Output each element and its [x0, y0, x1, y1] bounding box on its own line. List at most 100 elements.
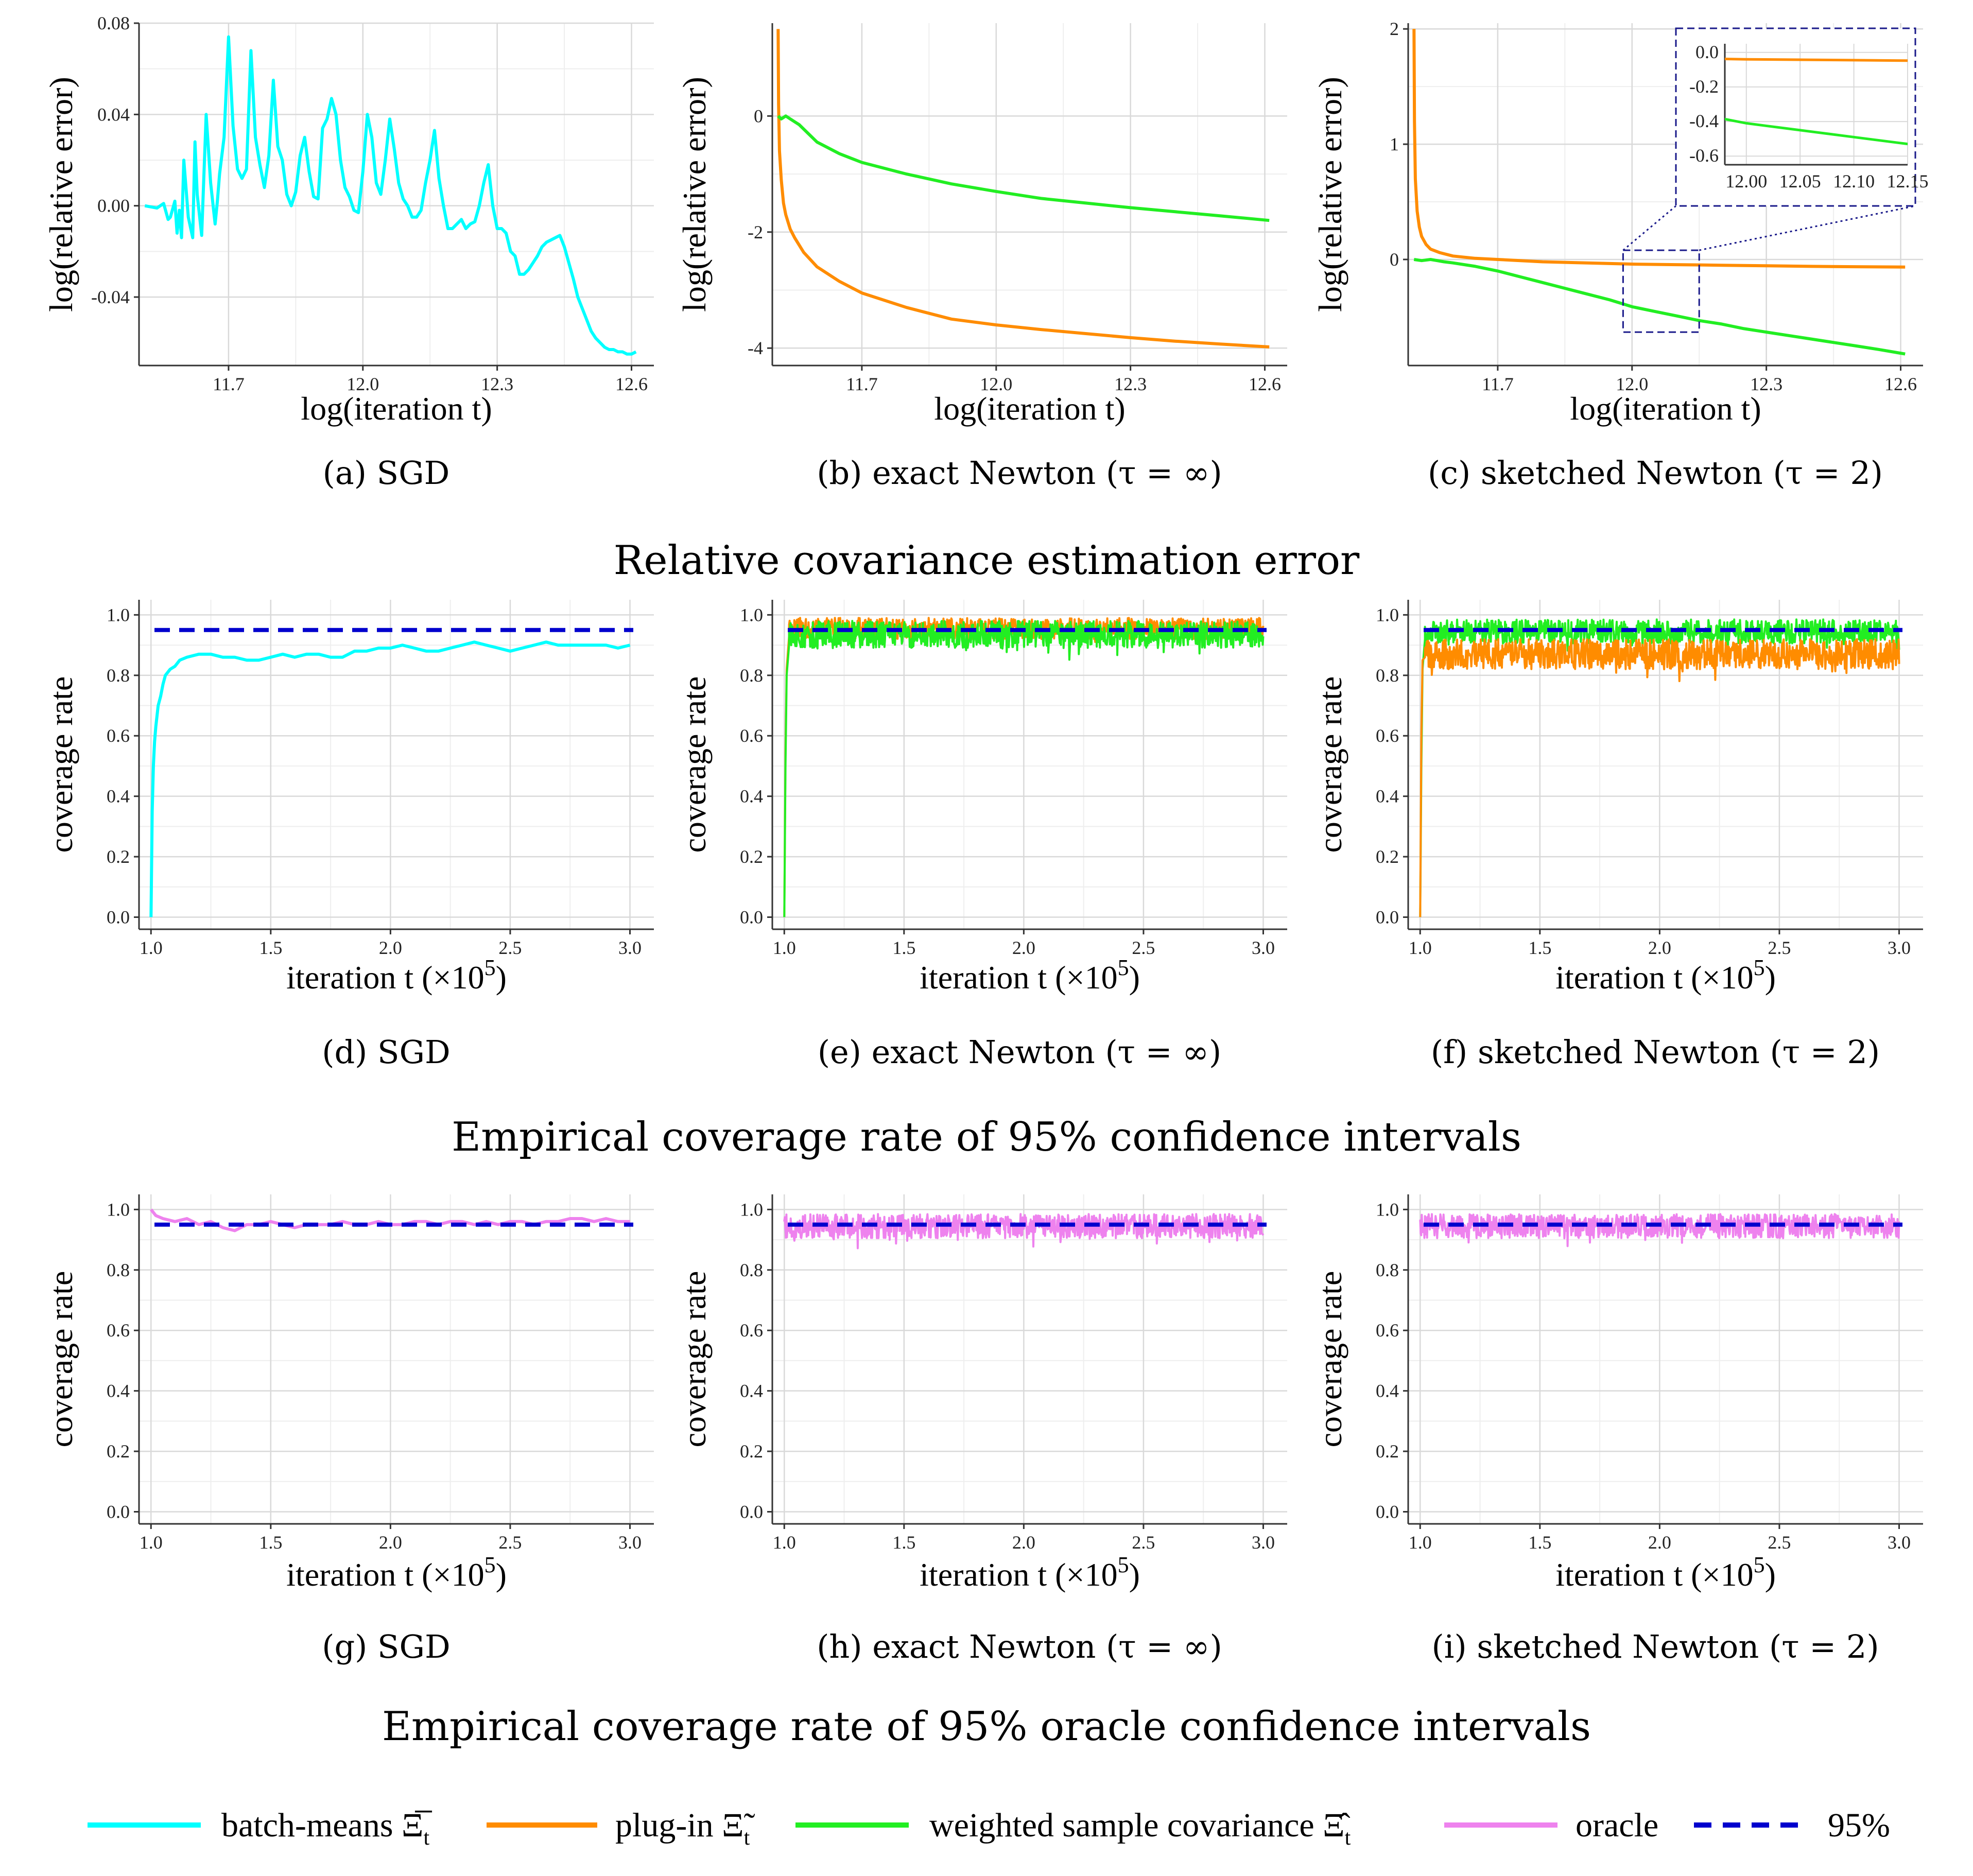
- zoom-connector: [1622, 205, 1676, 251]
- x-tick-label: 1.0: [773, 937, 796, 958]
- series-group: [1412, 29, 1906, 356]
- legend-item-ref95: 95%: [1694, 1806, 1890, 1844]
- y-tick-label: 0.0: [740, 907, 763, 928]
- inset: -0.6 -0.4 -0.2 0.0 12.00 12.05 12.10 12.15: [1622, 27, 1929, 251]
- x-axis-label: iteration t (×105): [286, 1552, 507, 1593]
- row-title-1: Relative covariance estimation error: [614, 537, 1360, 584]
- y-tick-label: 0.2: [1376, 1441, 1399, 1462]
- inset-series-group: [1725, 58, 1908, 146]
- y-tick-label: 0.2: [740, 1441, 763, 1462]
- y-tick-label: 0.8: [1376, 1260, 1399, 1280]
- row-title-2: Empirical coverage rate of 95% confidenc…: [452, 1114, 1521, 1160]
- legend-item-plug_in: plug-in Ξ̃t: [487, 1806, 755, 1850]
- series-line-weighted: [777, 114, 1270, 222]
- y-tick-label: 0.4: [1376, 1381, 1399, 1401]
- panel-b: -4 -2 0 11.7 12.0 12.3 12.6 log(iteration t) log…: [676, 23, 1287, 492]
- x-axis-label: iteration t (×105): [286, 955, 507, 996]
- panel-i: 0.0 0.2 0.4 0.6 0.8 1.0 1.0 1.5 2.0 2.5 3.0 iterati…: [1312, 1194, 1923, 1665]
- legend-label-oracle: oracle: [1576, 1806, 1658, 1844]
- x-axis-label: iteration t (×105): [920, 1552, 1140, 1593]
- x-tick-label: 3.0: [1252, 1532, 1275, 1553]
- x-axis-label-close: ): [1765, 1556, 1776, 1593]
- x-axis-label: log(iteration t): [934, 390, 1125, 427]
- panel-e: 0.0 0.2 0.4 0.6 0.8 1.0 1.0 1.5 2.0 2.5 3.0 iterati…: [676, 600, 1287, 1071]
- y-tick-label: 0.04: [97, 104, 130, 125]
- x-tick-label: 1.5: [892, 1532, 915, 1553]
- x-tick-label: 1.5: [259, 1532, 282, 1553]
- y-tick-label: 0.2: [107, 846, 130, 867]
- legend-item-weighted: weighted sample covariance Ξ̂t: [795, 1806, 1351, 1850]
- y-axis-label: coverage rate: [43, 1271, 79, 1448]
- gridlines: [139, 600, 654, 929]
- x-tick-label: 2.5: [1768, 1532, 1791, 1553]
- x-axis-label-close: ): [1129, 1556, 1140, 1593]
- x-tick-label: 2.0: [1648, 1532, 1671, 1553]
- panel-caption: (d) SGD: [322, 1033, 450, 1071]
- y-tick-label: 2: [1390, 19, 1399, 39]
- gridlines: [772, 23, 1287, 366]
- x-axis-label-close: ): [1129, 959, 1140, 996]
- panel-caption: (f) sketched Newton (τ = 2): [1431, 1033, 1880, 1071]
- x-tick-label: 11.7: [846, 374, 878, 394]
- x-tick-label: 1.5: [259, 937, 282, 958]
- x-tick-label: 3.0: [618, 1532, 642, 1553]
- y-tick-label: 0: [1390, 249, 1399, 270]
- legend-label-subscript: t: [423, 1826, 429, 1850]
- panel-c: 0 1 2 11.7 12.0 12.3 12.6 log(iteration t) log(r…: [1312, 19, 1929, 492]
- x-tick-label: 1.5: [1528, 937, 1551, 958]
- y-tick-label: 0.4: [107, 1381, 130, 1401]
- legend: batch-means Ξ̅t plug-in Ξ̃t weighted sampl…: [88, 1806, 1890, 1850]
- x-tick-label: 1.0: [1409, 1532, 1432, 1553]
- y-axis-label: log(relative error): [1312, 77, 1348, 312]
- y-tick-label: 0.8: [1376, 665, 1399, 686]
- legend-item-oracle: oracle: [1444, 1806, 1658, 1844]
- series-group: [149, 640, 631, 917]
- x-axis-label-exponent: 5: [484, 1552, 496, 1577]
- x-tick-label: 12.6: [1249, 374, 1281, 394]
- inset-y-tick-label: 0.0: [1695, 42, 1719, 62]
- y-tick-label: 0.6: [107, 725, 130, 746]
- y-tick-label: 1.0: [740, 1199, 763, 1220]
- inset-x-tick-label: 12.10: [1833, 171, 1875, 192]
- x-tick-label: 2.0: [379, 1532, 402, 1553]
- y-tick-label: 0.0: [107, 907, 130, 928]
- y-tick-label: 0.00: [97, 196, 130, 216]
- legend-label-text: 95%: [1828, 1806, 1890, 1844]
- gridlines: [772, 600, 1287, 929]
- x-tick-label: 2.5: [1768, 937, 1791, 958]
- y-tick-label: 1.0: [107, 604, 130, 625]
- legend-label-weighted: weighted sample covariance Ξ̂t: [929, 1806, 1351, 1850]
- y-axis-label: log(relative error): [676, 77, 713, 312]
- y-axis-label: coverage rate: [1312, 1271, 1348, 1448]
- y-tick-label: 1.0: [107, 1199, 130, 1220]
- y-tick-label: 0.8: [740, 1260, 763, 1280]
- y-axis-label: log(relative error): [43, 77, 79, 312]
- series-group: [144, 35, 637, 356]
- y-tick-label: 0.08: [97, 13, 130, 33]
- x-axis-label-close: ): [1765, 959, 1776, 996]
- x-tick-label: 12.0: [1616, 374, 1648, 394]
- gridlines: [1408, 1194, 1923, 1524]
- y-tick-label: 0.8: [107, 1260, 130, 1280]
- zoom-box: [1622, 249, 1700, 333]
- y-tick-label: 1.0: [740, 604, 763, 625]
- y-tick-label: 0.0: [740, 1502, 763, 1522]
- legend-item-batch_means: batch-means Ξ̅t: [88, 1806, 432, 1850]
- x-tick-label: 1.5: [892, 937, 915, 958]
- y-tick-label: 0.4: [1376, 786, 1399, 807]
- x-tick-label: 2.0: [379, 937, 402, 958]
- row-title-3: Empirical coverage rate of 95% oracle co…: [382, 1704, 1591, 1750]
- x-tick-label: 12.0: [347, 374, 379, 394]
- y-tick-label: 0.6: [740, 725, 763, 746]
- legend-label-ref95: 95%: [1828, 1806, 1890, 1844]
- x-tick-label: 2.5: [498, 1532, 522, 1553]
- y-tick-label: 0.6: [107, 1320, 130, 1341]
- x-tick-label: 2.5: [498, 937, 522, 958]
- y-axis-label: coverage rate: [43, 676, 79, 853]
- y-tick-label: 0.6: [1376, 1320, 1399, 1341]
- inset-x-tick-label: 12.15: [1887, 171, 1929, 192]
- x-tick-label: 2.0: [1012, 937, 1035, 958]
- panel-caption: (i) sketched Newton (τ = 2): [1431, 1628, 1879, 1665]
